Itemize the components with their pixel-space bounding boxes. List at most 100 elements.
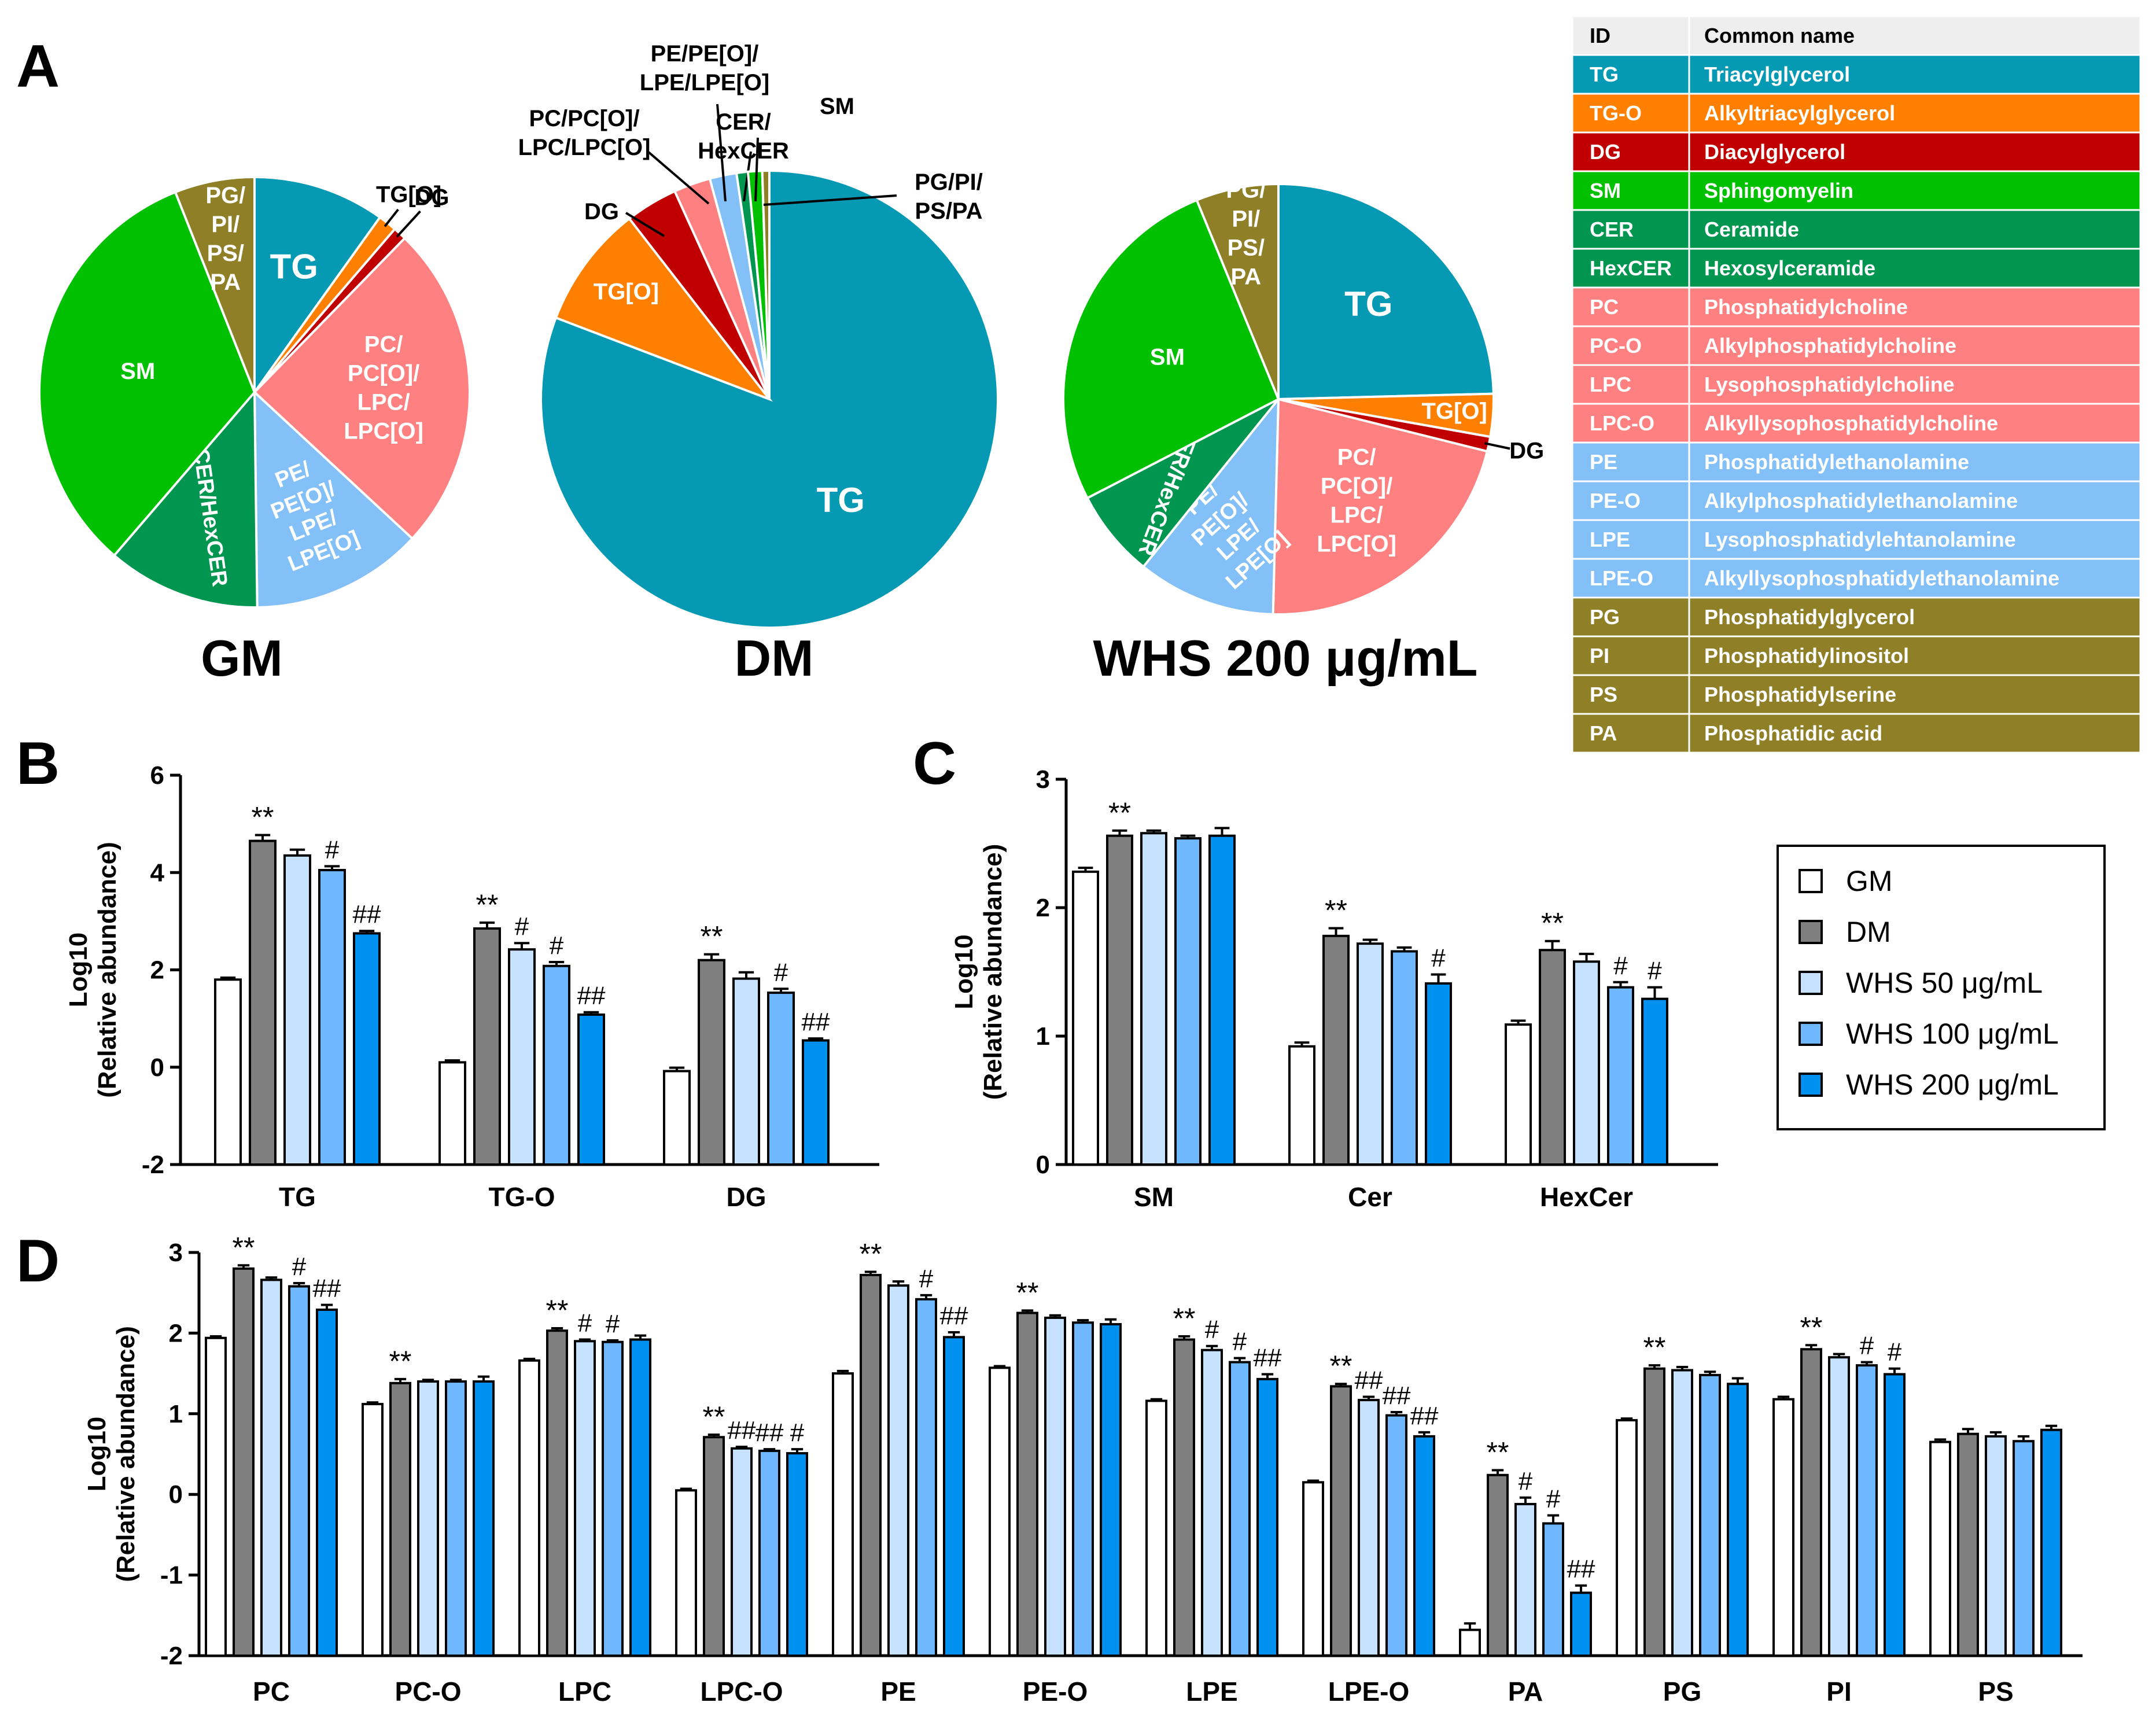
significance-mark: # <box>1233 1328 1247 1356</box>
legend-table-row <box>1571 325 2142 366</box>
significance-mark: ** <box>1016 1276 1039 1309</box>
bar-lpe-o-gm <box>1302 1481 1324 1657</box>
significance-mark: ## <box>802 1008 830 1036</box>
bar-lpc-o-dm <box>703 1436 725 1657</box>
bar-ps-w200 <box>2040 1428 2062 1657</box>
bar-lpe-o-w100 <box>1385 1414 1407 1657</box>
pie-leader-line <box>384 208 399 227</box>
significance-mark: ** <box>1173 1302 1196 1335</box>
significance-mark: # <box>1613 952 1628 980</box>
bar-hexcer-w200 <box>1641 997 1668 1166</box>
legend-table-row <box>1571 480 2142 521</box>
pie-slice-sm <box>38 190 256 557</box>
bar-lpc-o-w50 <box>731 1447 753 1657</box>
bar-sm-w200 <box>1208 834 1236 1166</box>
x-category-label: PG <box>1663 1677 1701 1707</box>
bar-pi-dm <box>1800 1348 1822 1657</box>
significance-mark: ** <box>703 1401 725 1433</box>
bar-tg-o-w100 <box>543 964 570 1166</box>
pie-label-pc: PC/PC[O]/LPC/LPC[O] <box>1317 444 1396 557</box>
legend-table-header-id: ID <box>1590 24 1610 47</box>
bar-pc-o-w50 <box>417 1380 439 1657</box>
bar-pg-dm <box>1643 1367 1665 1657</box>
significance-mark: ## <box>1410 1402 1439 1430</box>
legend-table-row <box>1571 635 2142 676</box>
legend-table-row <box>1571 441 2142 482</box>
bar-pi-w100 <box>1856 1364 1878 1657</box>
pie-chart-whs200: TGTG[O]DGPC/PC[O]/LPC/LPC[O]PE/PE[O]/LPE… <box>1062 177 1544 616</box>
bar-lpc-gm <box>518 1359 540 1657</box>
significance-mark: ** <box>1541 907 1564 939</box>
bar-lpc-w100 <box>602 1340 624 1657</box>
x-category-label: LPE-O <box>1328 1677 1410 1707</box>
significance-mark: # <box>774 958 788 986</box>
significance-mark: ** <box>389 1345 412 1377</box>
significance-mark: ** <box>1108 797 1131 829</box>
bar-hexcer-w100 <box>1607 986 1634 1166</box>
bar-pe-o-w200 <box>1100 1323 1122 1657</box>
legend-table-row <box>1571 248 2142 289</box>
legend-table-id: PG <box>1590 605 1620 629</box>
pie-slice-sm <box>1062 198 1280 500</box>
bar-legend-swatch <box>1798 1073 1823 1097</box>
bar-tg-o-w200 <box>577 1013 605 1166</box>
bar-lpe-w50 <box>1201 1348 1223 1657</box>
bar-legend-label: GM <box>1846 865 1893 897</box>
legend-table-name: Phosphatidylcholine <box>1704 295 1908 319</box>
significance-mark: ## <box>313 1274 341 1303</box>
significance-mark: # <box>578 1309 592 1338</box>
y-tick-label: 0 <box>1036 1151 1050 1179</box>
bar-pc-o-dm <box>389 1381 411 1657</box>
bar-tg-o-dm <box>473 927 501 1166</box>
legend-table-row <box>1571 403 2142 444</box>
legend-table-name: Phosphatidylserine <box>1704 683 1896 706</box>
y-tick-label: 2 <box>1036 894 1050 922</box>
pie-chart-gm: TGTG[O]DGPC/PC[O]/LPC/LPC[O]PE/PE[O]/LPE… <box>38 175 471 609</box>
panel-label-c: C <box>913 730 956 797</box>
bar-pi-gm <box>1772 1398 1794 1657</box>
pie-label-pc: PC/PC[O]/LPC/LPC[O] <box>518 106 651 160</box>
legend-table-name: Alkyllysophosphatidylethanolamine <box>1704 566 2059 590</box>
panel-label-b: B <box>16 730 60 797</box>
significance-mark: # <box>1519 1467 1533 1495</box>
legend-table-id: PE-O <box>1590 489 1641 513</box>
legend-table-name: Alkylphosphatidylcholine <box>1704 334 1956 358</box>
bar-sm-gm <box>1072 870 1099 1166</box>
bar-pe-gm <box>832 1372 854 1657</box>
significance-mark: ** <box>701 920 723 953</box>
legend-table-header-name: Common name <box>1704 24 1855 47</box>
pie-leader-line <box>754 137 759 202</box>
x-category-label: PA <box>1508 1677 1543 1707</box>
y-tick-label: 4 <box>150 859 165 887</box>
bar-tg-gm <box>214 978 242 1166</box>
pie-label-tg-o: TG[O] <box>594 279 659 304</box>
bar-ps-w50 <box>1985 1435 2007 1657</box>
legend-table-name: Ceramide <box>1704 218 1799 241</box>
bar-hexcer-dm <box>1539 949 1566 1166</box>
x-category-label: PS <box>1978 1677 2013 1707</box>
legend-table-name: Hexosylceramide <box>1704 256 1875 280</box>
pie-label-sm: SM <box>1150 344 1185 370</box>
y-axis-title: Log10(Relative abundance) <box>64 842 121 1098</box>
pie-slice-pc <box>1272 397 1489 616</box>
bar-pa-gm <box>1459 1628 1481 1657</box>
bar-pe-w50 <box>887 1284 909 1657</box>
bar-lpe-gm <box>1145 1399 1167 1657</box>
bar-sm-w50 <box>1140 832 1167 1166</box>
panel-label-a: A <box>16 33 60 100</box>
y-tick-label: -1 <box>160 1561 183 1590</box>
pie-label-tg-o: TG[O] <box>1422 399 1487 424</box>
bar-lpe-o-w200 <box>1413 1435 1435 1657</box>
legend-table-name: Alkyltriacylglycerol <box>1704 101 1895 125</box>
significance-mark: # <box>919 1265 934 1293</box>
pie-chart-dm: TG TG[O] DG PC/PC[O]/LPC/LPC[O] PE/PE[O]/LPE… <box>518 41 999 629</box>
y-tick-label: 2 <box>150 956 164 985</box>
bar-pa-w50 <box>1514 1502 1536 1657</box>
pie-label-sm: SM <box>820 94 854 119</box>
pie-title-gm: GM <box>201 629 283 687</box>
significance-mark: # <box>325 835 340 864</box>
bar-pa-w200 <box>1570 1591 1592 1657</box>
bar-cer-w100 <box>1391 950 1418 1166</box>
